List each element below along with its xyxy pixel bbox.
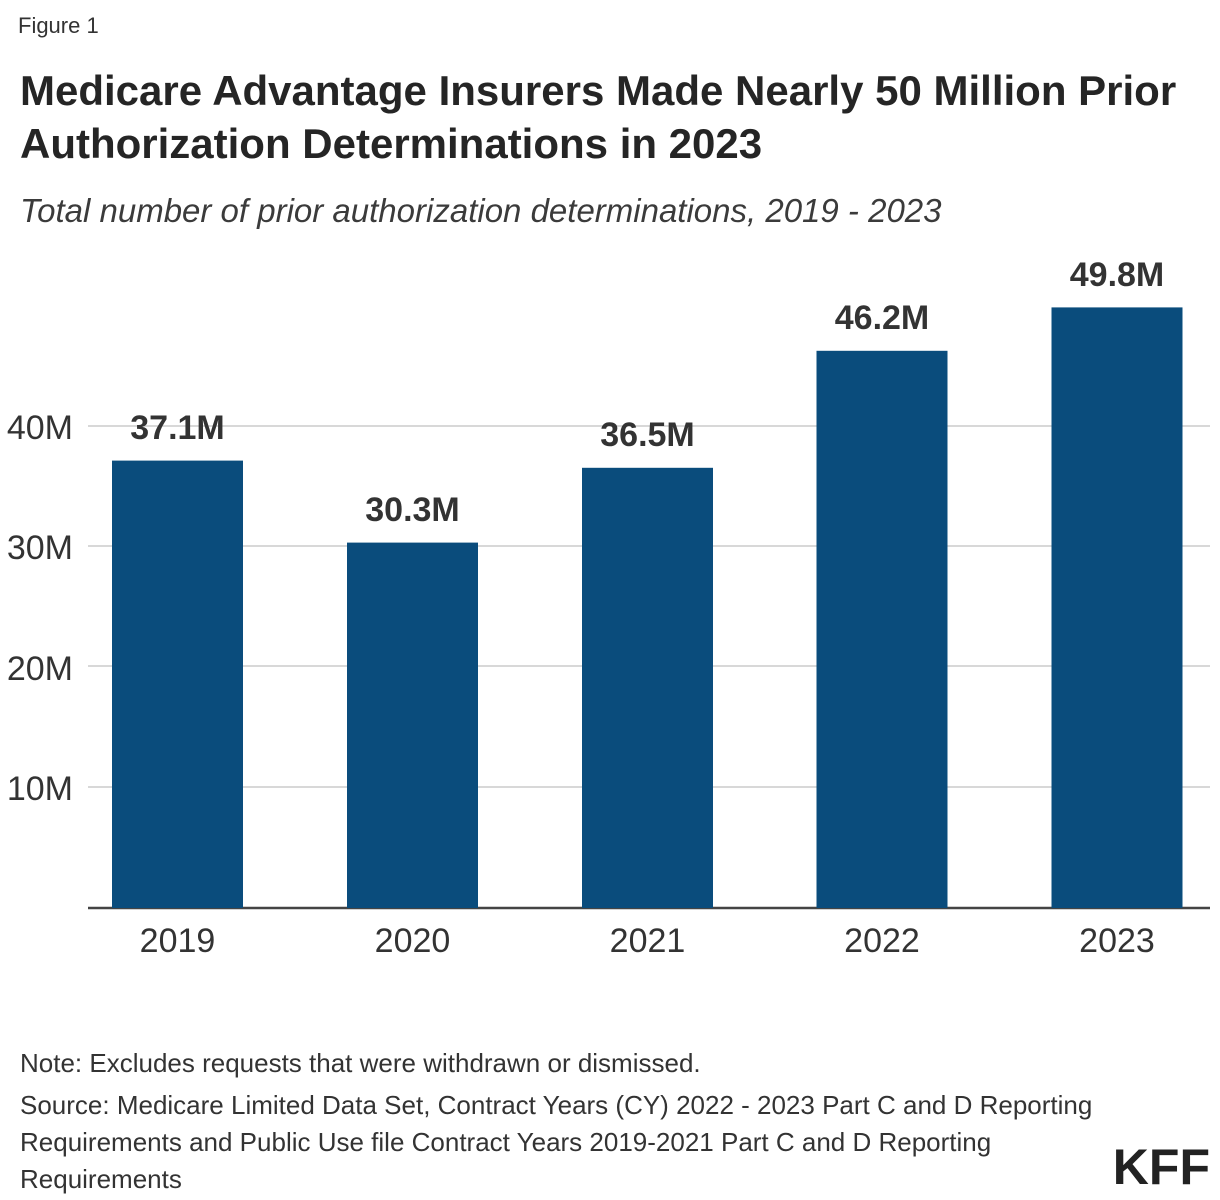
svg-text:46.2M: 46.2M (835, 299, 930, 337)
svg-text:30M: 30M (7, 529, 73, 567)
svg-text:49.8M: 49.8M (1070, 256, 1165, 294)
svg-text:2020: 2020 (375, 922, 451, 960)
svg-text:2021: 2021 (610, 922, 686, 960)
svg-text:37.1M: 37.1M (130, 409, 225, 447)
svg-text:2023: 2023 (1079, 922, 1155, 960)
svg-text:10M: 10M (7, 770, 73, 808)
svg-text:20M: 20M (7, 650, 73, 688)
svg-text:36.5M: 36.5M (600, 416, 695, 454)
svg-text:40M: 40M (7, 409, 73, 447)
svg-text:2019: 2019 (140, 922, 216, 960)
svg-text:2022: 2022 (844, 922, 920, 960)
svg-text:30.3M: 30.3M (365, 491, 460, 529)
